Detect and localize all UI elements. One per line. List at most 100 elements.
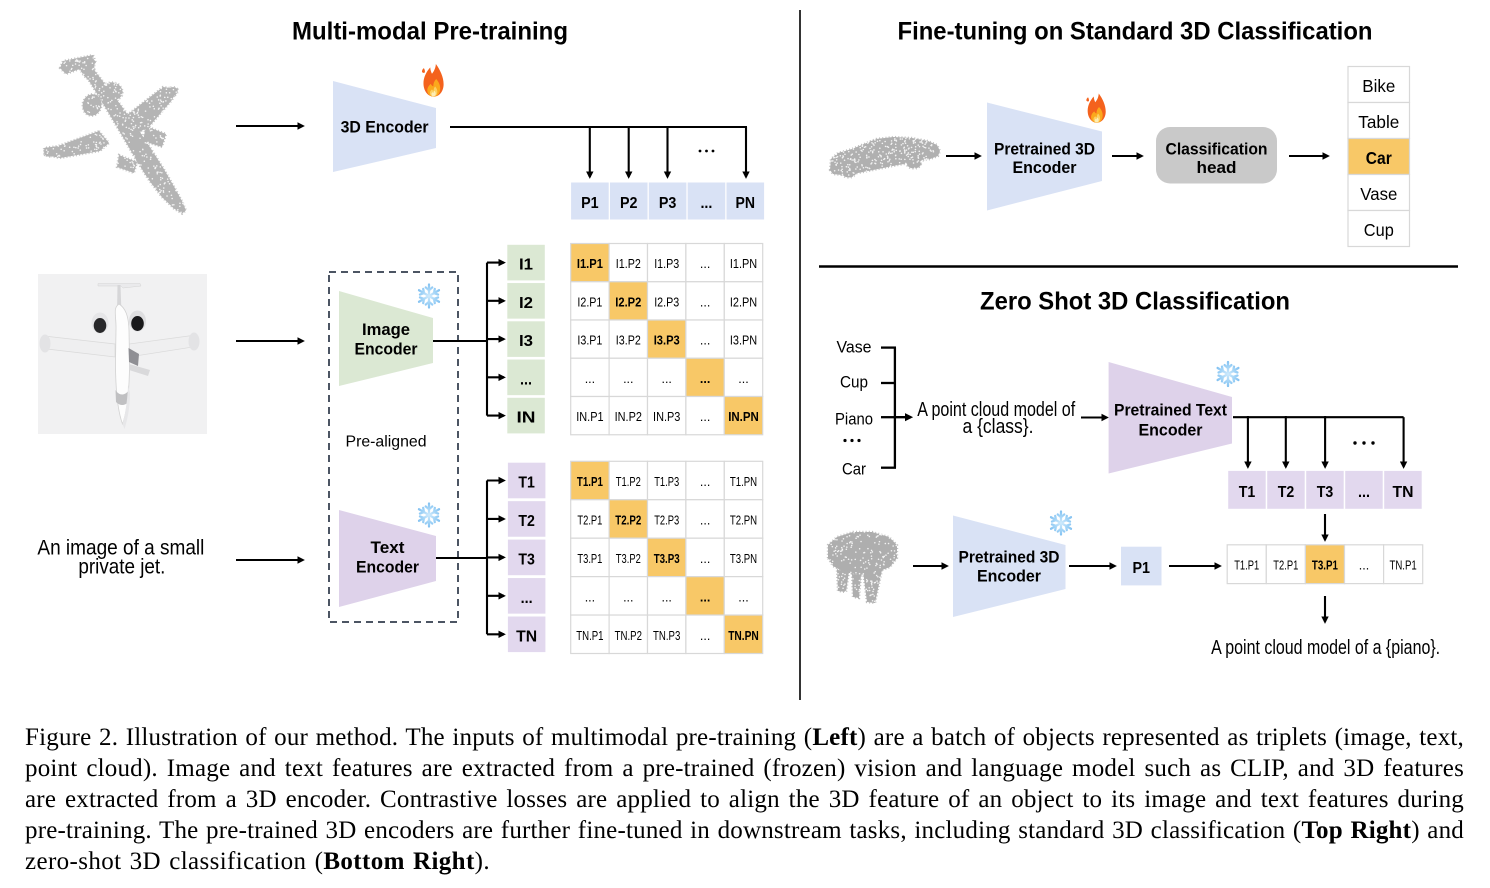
- svg-text:...: ...: [700, 334, 710, 348]
- svg-text:TN.P3: TN.P3: [653, 629, 680, 643]
- svg-text:I1: I1: [519, 257, 533, 274]
- svg-text:T1.PN: T1.PN: [730, 475, 757, 489]
- svg-text:IN.P3: IN.P3: [653, 410, 680, 424]
- svg-text:...: ...: [585, 590, 595, 604]
- svg-text:I1.P1: I1.P1: [577, 257, 603, 271]
- svg-text:IN.P1: IN.P1: [576, 410, 603, 424]
- svg-text:TN.P1: TN.P1: [1389, 559, 1416, 573]
- svg-text:I2.P1: I2.P1: [577, 295, 602, 309]
- svg-text:...: ...: [700, 475, 710, 489]
- svg-text:Pretrained Text: Pretrained Text: [1114, 401, 1227, 420]
- svg-text:...: ...: [700, 590, 710, 604]
- svg-text:...: ...: [700, 552, 710, 566]
- svg-text:TN.P1: TN.P1: [576, 629, 603, 643]
- svg-text:Zero Shot 3D Classification: Zero Shot 3D Classification: [980, 288, 1290, 316]
- svg-text:Multi-modal Pre-training: Multi-modal Pre-training: [292, 17, 568, 45]
- svg-text:T3.P1: T3.P1: [1312, 559, 1338, 573]
- svg-text:Car: Car: [842, 460, 866, 479]
- svg-text:Piano: Piano: [835, 410, 873, 429]
- svg-text:...: ...: [623, 372, 633, 386]
- svg-text:Pretrained 3D: Pretrained 3D: [959, 548, 1060, 567]
- svg-text:PN: PN: [736, 195, 756, 212]
- svg-text:P2: P2: [620, 195, 638, 212]
- svg-text:I2: I2: [519, 295, 533, 312]
- svg-text:T2.P2: T2.P2: [615, 513, 641, 527]
- svg-text:...: ...: [585, 372, 595, 386]
- svg-text:a {class}.: a {class}.: [963, 416, 1034, 438]
- svg-text:...: ...: [700, 257, 710, 271]
- svg-text:...: ...: [700, 295, 710, 309]
- svg-text:Bike: Bike: [1362, 76, 1395, 96]
- svg-text:P1: P1: [581, 195, 599, 212]
- svg-text:IN.PN: IN.PN: [728, 410, 759, 424]
- svg-text:...: ...: [700, 513, 710, 527]
- svg-text:I2.PN: I2.PN: [730, 295, 757, 309]
- svg-text:Encoder: Encoder: [355, 340, 418, 359]
- svg-text:I1.PN: I1.PN: [730, 257, 757, 271]
- svg-text:T3: T3: [1317, 484, 1334, 501]
- svg-text:...: ...: [700, 372, 710, 386]
- svg-text:Table: Table: [1358, 112, 1399, 132]
- svg-text:I2.P3: I2.P3: [654, 295, 679, 309]
- svg-text:3D Encoder: 3D Encoder: [341, 118, 429, 137]
- svg-text:P1: P1: [1132, 560, 1150, 577]
- svg-text:...: ...: [520, 371, 532, 388]
- svg-text:Vase: Vase: [837, 337, 872, 356]
- svg-text:T3: T3: [518, 551, 535, 568]
- svg-text:T1: T1: [518, 475, 535, 492]
- svg-text:I3.P1: I3.P1: [577, 334, 602, 348]
- svg-text:Text: Text: [371, 538, 405, 557]
- svg-text:...: ...: [700, 629, 710, 643]
- svg-text:T2.P1: T2.P1: [1273, 559, 1298, 573]
- svg-text:Encoder: Encoder: [977, 567, 1041, 586]
- svg-text:...: ...: [738, 590, 748, 604]
- svg-text:...: ...: [521, 590, 533, 607]
- svg-text:Encoder: Encoder: [1013, 158, 1077, 177]
- svg-text:T1.P1: T1.P1: [577, 475, 603, 489]
- svg-text:A point cloud model of a {pian: A point cloud model of a {piano}.: [1211, 637, 1440, 659]
- svg-text:Car: Car: [1366, 148, 1392, 168]
- svg-text:I2.P2: I2.P2: [615, 295, 641, 309]
- svg-text:...: ...: [661, 372, 671, 386]
- svg-text:P3: P3: [659, 195, 677, 212]
- svg-text:I3: I3: [519, 333, 533, 350]
- svg-text:...: ...: [1359, 559, 1369, 573]
- svg-text:T2.P1: T2.P1: [577, 513, 602, 527]
- svg-text:I1.P2: I1.P2: [616, 257, 641, 271]
- svg-text:T3.PN: T3.PN: [730, 552, 757, 566]
- svg-text:I3.PN: I3.PN: [730, 334, 757, 348]
- svg-text:T1.P3: T1.P3: [654, 475, 679, 489]
- svg-text:Cup: Cup: [840, 373, 868, 392]
- svg-text:...: ...: [623, 590, 633, 604]
- svg-text:head: head: [1197, 158, 1237, 177]
- svg-text:T2.P3: T2.P3: [654, 513, 679, 527]
- svg-text:TN: TN: [1393, 484, 1414, 501]
- svg-text:Pre-aligned: Pre-aligned: [346, 434, 427, 451]
- svg-text:TN.P2: TN.P2: [615, 629, 642, 643]
- svg-text:IN.P2: IN.P2: [615, 410, 642, 424]
- svg-text:An image of a small: An image of a small: [37, 537, 204, 560]
- svg-text:T3.P1: T3.P1: [577, 552, 602, 566]
- svg-text:...: ...: [700, 195, 712, 212]
- svg-text:I1.P3: I1.P3: [654, 257, 679, 271]
- svg-text:T1: T1: [1239, 484, 1256, 501]
- svg-text:Classification: Classification: [1166, 140, 1268, 159]
- svg-text:TN.PN: TN.PN: [728, 629, 759, 643]
- svg-text:Encoder: Encoder: [1139, 420, 1203, 439]
- svg-text:IN: IN: [517, 410, 536, 427]
- svg-text:...: ...: [1358, 484, 1370, 501]
- svg-text:...: ...: [738, 372, 748, 386]
- svg-text:Pretrained 3D: Pretrained 3D: [994, 140, 1095, 159]
- svg-text:I3.P2: I3.P2: [616, 334, 641, 348]
- svg-text:TN: TN: [516, 628, 537, 645]
- svg-text:Encoder: Encoder: [356, 558, 419, 577]
- svg-text:private jet.: private jet.: [78, 555, 165, 578]
- svg-text:T3.P2: T3.P2: [616, 552, 641, 566]
- svg-text:T2: T2: [518, 513, 535, 530]
- svg-text:A point cloud model of: A point cloud model of: [917, 399, 1075, 421]
- svg-text:Fine-tuning on Standard 3D Cla: Fine-tuning on Standard 3D Classificatio…: [898, 17, 1373, 45]
- svg-text:T1.P2: T1.P2: [616, 475, 641, 489]
- svg-text:...: ...: [700, 410, 710, 424]
- svg-text:Cup: Cup: [1364, 220, 1394, 240]
- svg-text:T2: T2: [1278, 484, 1295, 501]
